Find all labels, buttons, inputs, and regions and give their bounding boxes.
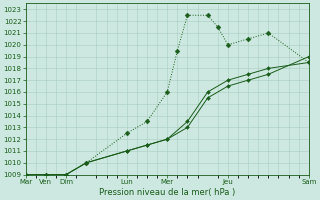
X-axis label: Pression niveau de la mer( hPa ): Pression niveau de la mer( hPa ) [99,188,236,197]
